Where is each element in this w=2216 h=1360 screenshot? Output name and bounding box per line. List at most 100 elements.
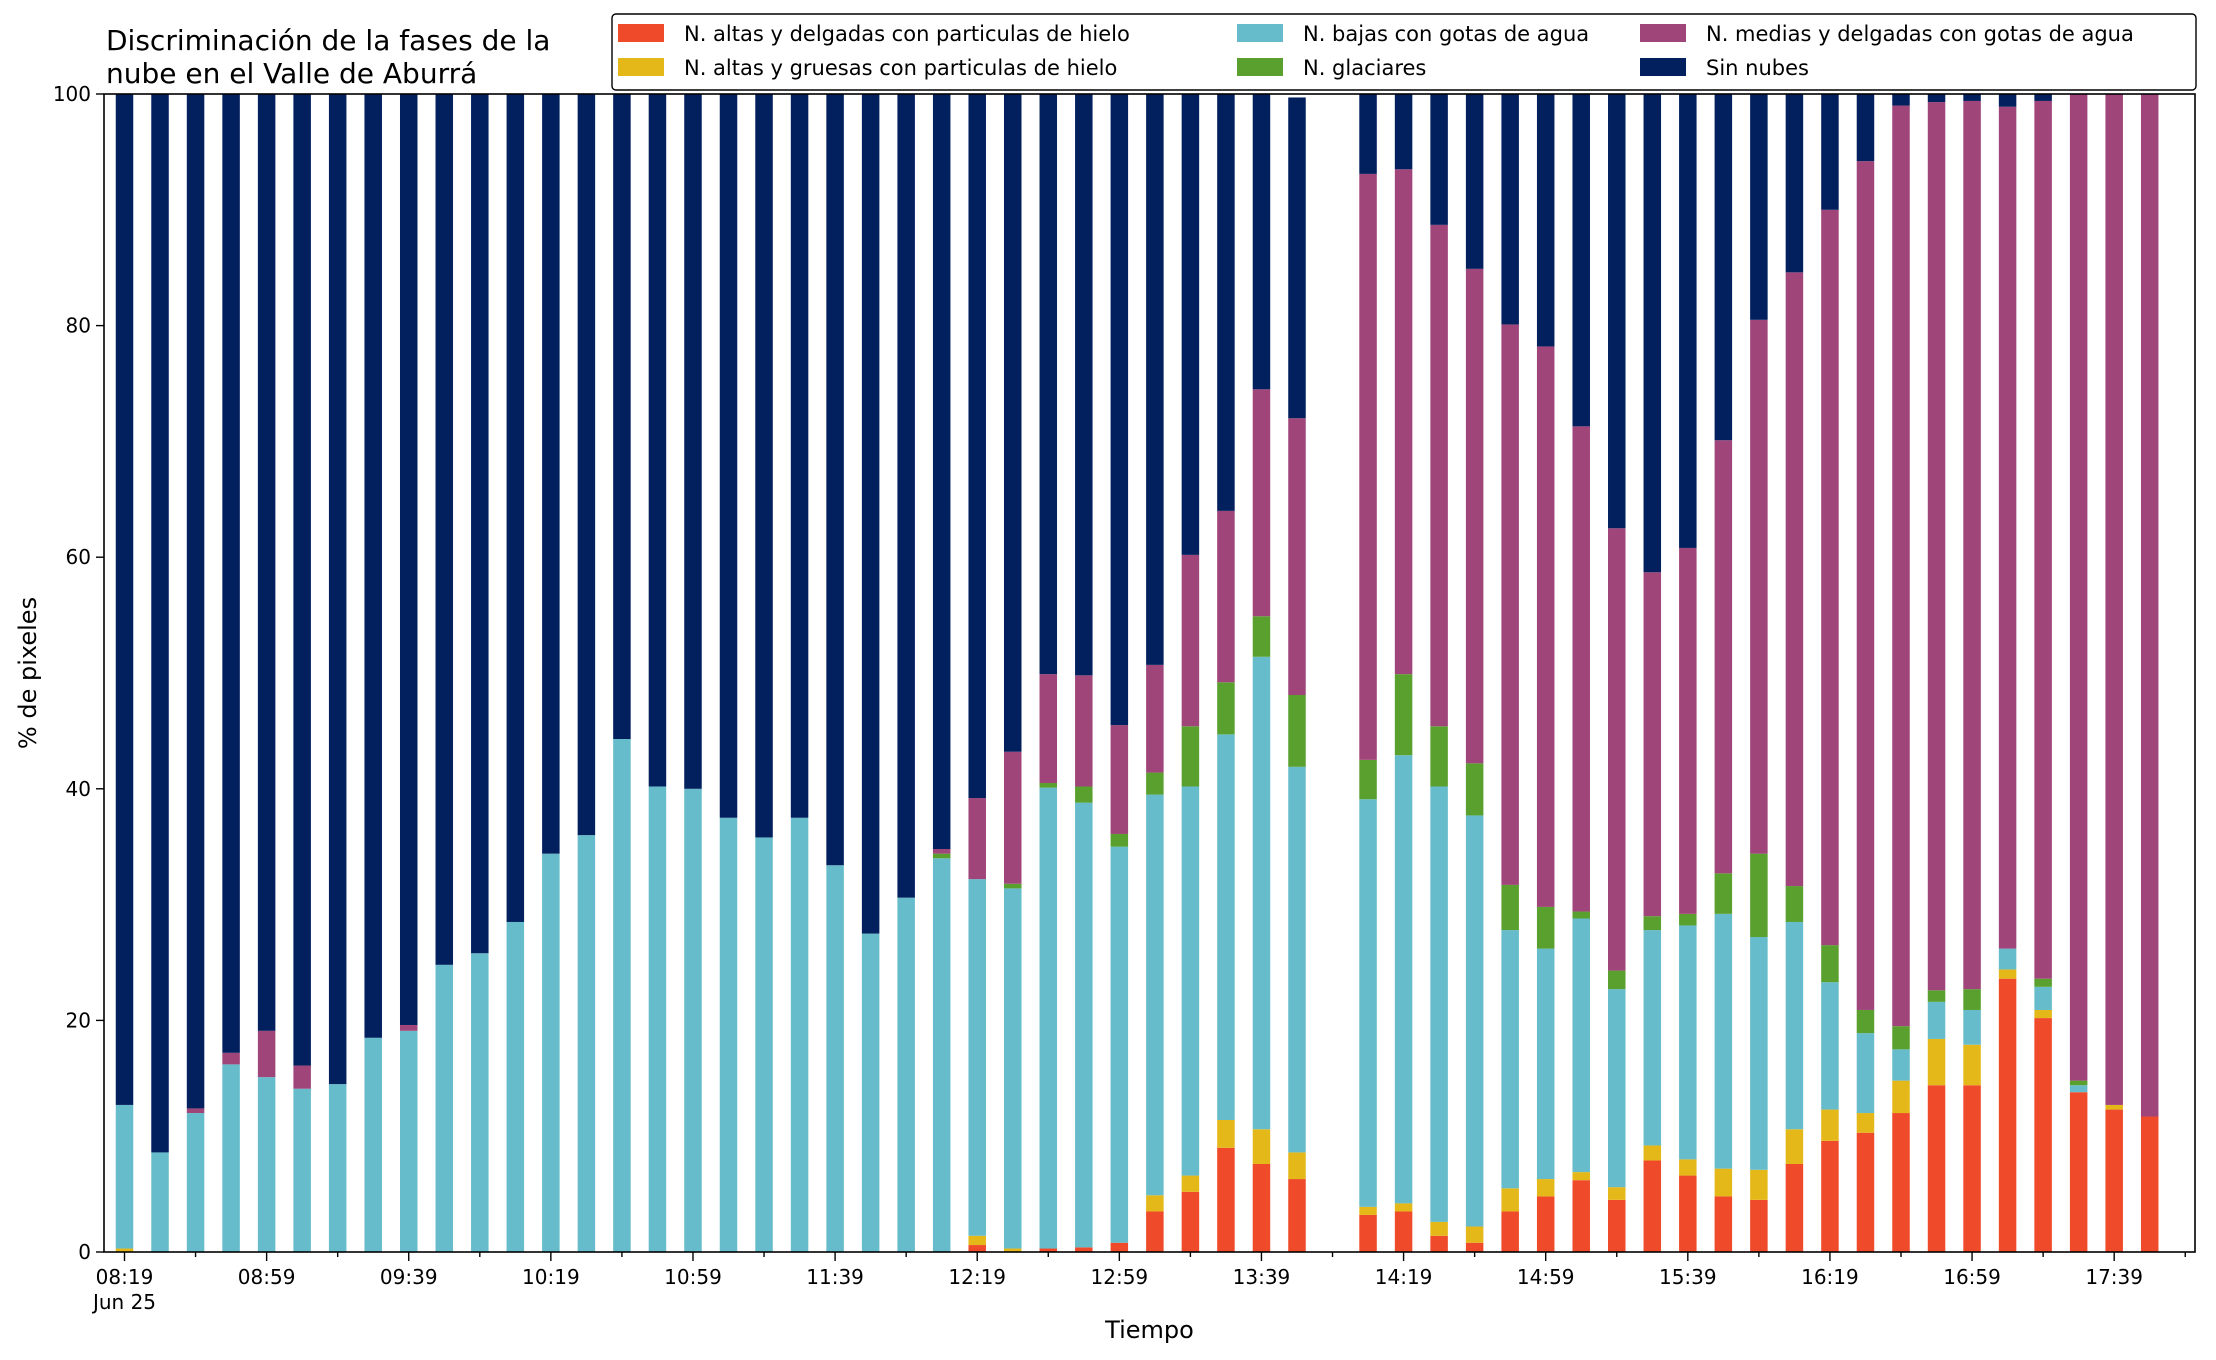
bar-segment-17-s2	[719, 817, 738, 1252]
bar-segment-5-s4	[293, 1065, 311, 1089]
bar-stack-15	[648, 94, 667, 1252]
bar-segment-31-s1	[1217, 1119, 1235, 1148]
bar-segment-17-s5	[719, 94, 738, 818]
bar-segment-38-s4	[1465, 268, 1484, 764]
bar-stack-42	[1608, 94, 1626, 1252]
bar-stack-17	[719, 94, 738, 1252]
y-tick-label-2: 40	[66, 777, 91, 801]
x-tick-label-10: 14:59	[1517, 1265, 1575, 1289]
bar-stack-25	[1004, 94, 1022, 1252]
bar-segment-56-s0	[2105, 1109, 2123, 1252]
legend-item-2: N. bajas con gotas de agua	[1237, 22, 1589, 46]
bar-segment-29-s2	[1146, 794, 1164, 1196]
bar-segment-21-s2	[861, 933, 880, 1252]
bar-segment-54-s1	[2034, 1009, 2052, 1019]
bar-segment-26-s2	[1039, 787, 1058, 1249]
bar-segment-3-s2	[222, 1064, 240, 1252]
bar-stack-12	[542, 94, 560, 1252]
bar-segment-31-s3	[1217, 682, 1235, 735]
bar-segment-47-s0	[1785, 1163, 1804, 1252]
bar-segment-55-s4	[2069, 94, 2088, 1081]
bar-stack-26	[1039, 94, 1058, 1252]
bar-segment-42-s1	[1608, 1187, 1626, 1200]
bar-stack-24	[968, 94, 986, 1252]
bar-segment-15-s5	[648, 94, 667, 787]
bar-segment-38-s5	[1465, 94, 1484, 269]
bar-segment-6-s2	[328, 1084, 347, 1252]
bar-stack-31	[1217, 94, 1235, 1252]
bar-segment-29-s0	[1146, 1211, 1164, 1252]
bar-segment-25-s3	[1004, 883, 1022, 889]
bar-segment-28-s2	[1110, 846, 1129, 1243]
bar-segment-38-s3	[1465, 763, 1484, 816]
bar-segment-54-s0	[2034, 1018, 2052, 1252]
bar-segment-45-s1	[1714, 1168, 1733, 1197]
bar-segment-54-s2	[2034, 986, 2052, 1010]
bar-stack-38	[1465, 94, 1484, 1252]
bar-segment-49-s0	[1856, 1132, 1875, 1252]
bar-segment-39-s5	[1501, 94, 1519, 325]
bar-stack-51	[1927, 94, 1946, 1252]
x-tick-label-13: 16:59	[1943, 1265, 2001, 1289]
bar-segment-28-s0	[1110, 1242, 1129, 1252]
bar-segment-35-s2	[1359, 799, 1377, 1207]
bar-stack-18	[755, 94, 773, 1252]
bar-stack-33	[1288, 97, 1306, 1252]
bar-segment-50-s2	[1892, 1049, 1910, 1081]
x-tick-label-2: 09:39	[380, 1265, 438, 1289]
bar-segment-31-s0	[1217, 1147, 1235, 1252]
bar-segment-14-s5	[613, 94, 631, 740]
bar-segment-0-s5	[115, 94, 134, 1105]
bar-segment-0-s1	[115, 1248, 134, 1252]
bar-segment-36-s4	[1394, 169, 1413, 675]
bar-segment-10-s5	[471, 94, 489, 954]
bar-segment-41-s1	[1572, 1172, 1590, 1181]
bar-segment-30-s0	[1181, 1191, 1200, 1252]
bar-segment-46-s1	[1750, 1169, 1768, 1200]
bar-stack-35	[1359, 94, 1377, 1252]
bar-segment-16-s2	[684, 788, 702, 1252]
bar-segment-52-s2	[1963, 1009, 1981, 1045]
bar-segment-39-s0	[1501, 1211, 1519, 1252]
bar-stack-56	[2105, 94, 2123, 1252]
bar-segment-48-s4	[1821, 209, 1839, 946]
bar-segment-30-s2	[1181, 786, 1200, 1176]
bar-stack-6	[328, 94, 347, 1252]
bar-stack-27	[1075, 94, 1093, 1252]
y-axis-title: % de pixeles	[14, 597, 42, 749]
x-tick-label-14: 17:39	[2085, 1265, 2143, 1289]
bar-segment-43-s4	[1643, 572, 1662, 917]
x-tick-label-7: 12:59	[1091, 1265, 1149, 1289]
bar-segment-31-s2	[1217, 734, 1235, 1120]
bar-segment-35-s0	[1359, 1214, 1377, 1252]
bar-segment-1-s5	[151, 94, 169, 1153]
bar-segment-41-s0	[1572, 1180, 1590, 1252]
bar-segment-36-s0	[1394, 1211, 1413, 1252]
bar-segment-47-s4	[1785, 272, 1804, 887]
x-tick-label-12: 16:19	[1801, 1265, 1859, 1289]
bar-stack-4	[257, 94, 276, 1252]
legend-swatch-0	[618, 24, 664, 42]
bar-segment-51-s1	[1927, 1038, 1946, 1086]
bar-segment-46-s0	[1750, 1199, 1768, 1252]
bar-segment-32-s1	[1252, 1129, 1271, 1164]
bar-segment-49-s2	[1856, 1033, 1875, 1114]
bar-segment-53-s2	[1998, 948, 2017, 970]
bar-segment-22-s5	[897, 94, 915, 898]
bar-stack-50	[1892, 94, 1910, 1252]
bar-segment-7-s2	[364, 1037, 382, 1252]
bar-segment-31-s5	[1217, 94, 1235, 511]
bar-segment-53-s5	[1998, 94, 2017, 107]
bar-segment-40-s3	[1536, 906, 1555, 949]
legend-label-4: N. medias y delgadas con gotas de agua	[1706, 22, 2134, 46]
bar-segment-32-s0	[1252, 1163, 1271, 1252]
bar-stack-0	[115, 94, 134, 1252]
bar-stack-39	[1501, 94, 1519, 1252]
bar-segment-56-s1	[2105, 1104, 2123, 1110]
bar-segment-55-s2	[2069, 1085, 2088, 1093]
bar-stack-57	[2140, 94, 2159, 1252]
bar-segment-15-s2	[648, 786, 667, 1252]
bar-segment-56-s4	[2105, 94, 2123, 1105]
bar-segment-20-s5	[826, 94, 844, 866]
bar-segment-29-s4	[1146, 664, 1164, 773]
